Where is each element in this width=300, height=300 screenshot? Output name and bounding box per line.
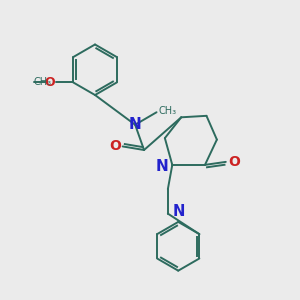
Text: N: N (129, 117, 142, 132)
Text: O: O (44, 76, 55, 89)
Text: CH₃: CH₃ (158, 106, 176, 116)
Text: O: O (228, 155, 240, 169)
Text: CH₃: CH₃ (34, 77, 52, 87)
Text: N: N (156, 159, 169, 174)
Text: O: O (109, 140, 121, 153)
Text: N: N (172, 204, 185, 219)
